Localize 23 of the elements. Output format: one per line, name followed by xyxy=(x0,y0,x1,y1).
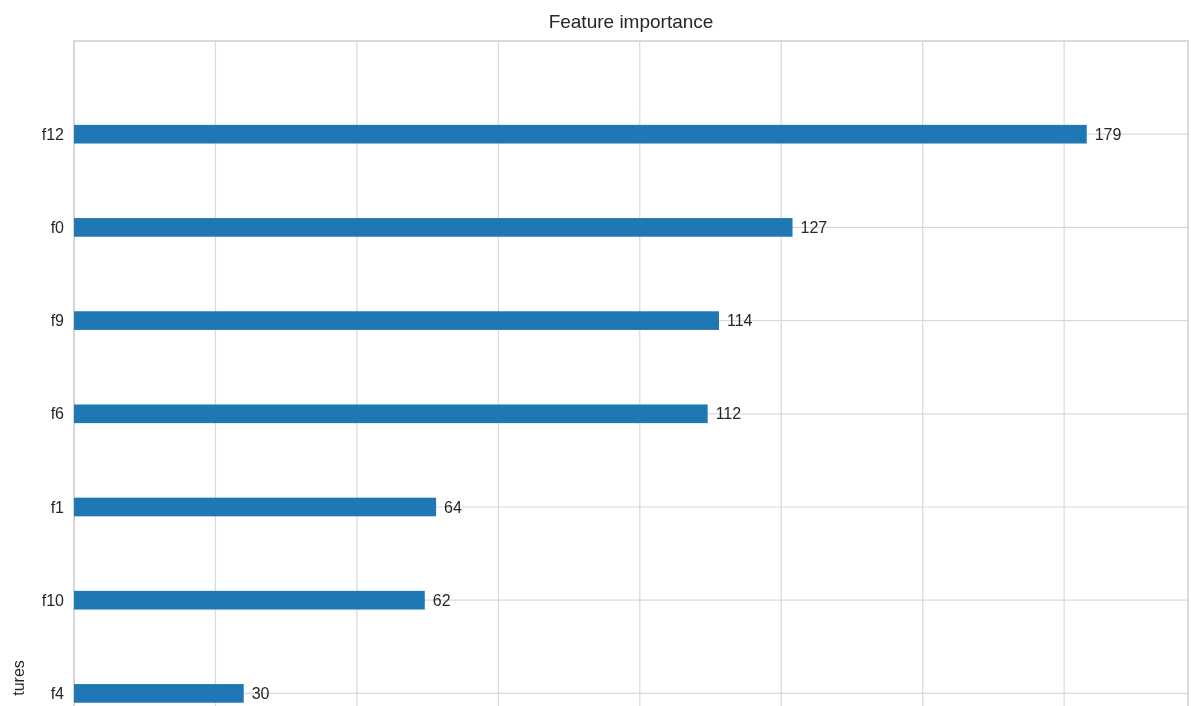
y-tick-label: f6 xyxy=(50,405,65,423)
data-label: 179 xyxy=(1094,125,1122,143)
y-axis-title: tures xyxy=(10,660,27,696)
bar xyxy=(74,497,437,517)
bar xyxy=(74,124,1087,144)
bar xyxy=(74,590,425,610)
data-label: 112 xyxy=(715,405,742,423)
bar xyxy=(74,311,719,330)
y-tick-label: f10 xyxy=(41,591,65,609)
data-label: 127 xyxy=(800,219,828,236)
chart-title: Feature importance xyxy=(548,11,714,32)
data-label: 62 xyxy=(432,591,451,609)
bar xyxy=(74,218,793,237)
data-label: 64 xyxy=(444,498,462,516)
y-tick-label: f0 xyxy=(50,219,65,236)
y-tick-label: f1 xyxy=(50,498,65,516)
data-label: 114 xyxy=(726,312,753,330)
data-label: 30 xyxy=(251,685,270,702)
y-tick-label: f4 xyxy=(50,685,65,702)
bar xyxy=(74,404,708,424)
bar xyxy=(74,684,244,703)
y-tick-label: f9 xyxy=(50,312,65,330)
y-tick-label: f12 xyxy=(41,125,65,143)
